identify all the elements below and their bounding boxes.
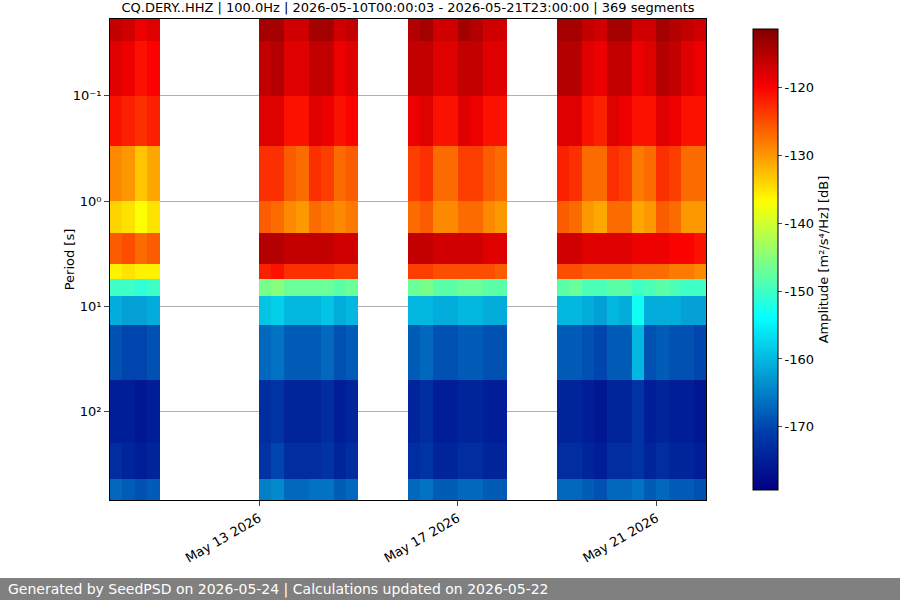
svg-text:CQ.DERY..HHZ | 100.0Hz | 2026-: CQ.DERY..HHZ | 100.0Hz | 2026-05-10T00:0… [121,0,694,15]
svg-text:-120: -120 [785,80,815,95]
svg-text:10⁰: 10⁰ [80,194,102,209]
svg-text:-170: -170 [785,419,815,434]
svg-text:-160: -160 [785,352,815,367]
svg-text:Period [s]: Period [s] [62,229,77,291]
svg-text:10¹: 10¹ [80,299,102,314]
svg-text:10²: 10² [80,404,102,419]
svg-text:-140: -140 [785,216,815,231]
svg-text:May 21 2026: May 21 2026 [580,510,661,565]
html-text:Generated by SeedPSD on 2026-0: Generated by SeedPSD on 2026-05-24 | Cal… [8,581,549,597]
svg-text:Amplitude [m²/s⁴/Hz] [dB]: Amplitude [m²/s⁴/Hz] [dB] [816,176,831,344]
svg-text:10⁻¹: 10⁻¹ [73,88,102,103]
svg-text:May 17 2026: May 17 2026 [381,510,462,565]
svg-text:-150: -150 [785,284,815,299]
svg-text:-130: -130 [785,148,815,163]
svg-text:May 13 2026: May 13 2026 [183,510,264,565]
